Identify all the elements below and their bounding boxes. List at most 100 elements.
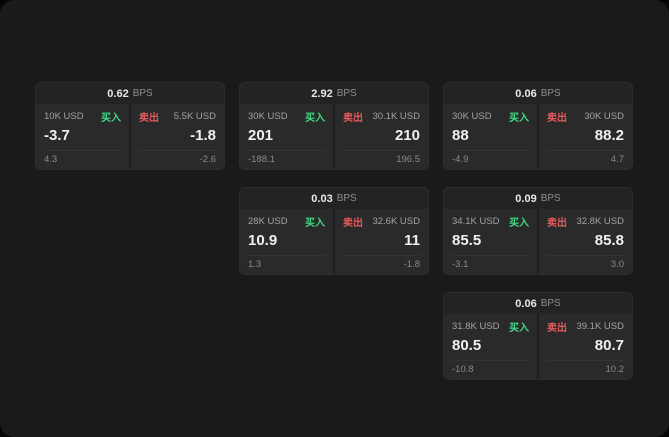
sell-price: 210 bbox=[394, 127, 420, 144]
buy-price: 85.5 bbox=[452, 232, 482, 249]
buy-delta: -3.1 bbox=[452, 255, 529, 270]
sell-side-label[interactable]: 卖出 bbox=[343, 218, 363, 229]
sell-price: 85.8 bbox=[594, 232, 624, 249]
buy-panel-top: 30K USD 买入 bbox=[452, 109, 529, 124]
buy-side-label[interactable]: 买入 bbox=[305, 113, 325, 124]
sell-side-label[interactable]: 卖出 bbox=[547, 113, 567, 124]
sell-panel-top: 卖出 39.1K USD bbox=[547, 319, 624, 334]
bps-header: 0.62 BPS bbox=[36, 83, 224, 104]
sell-panel[interactable]: 卖出 39.1K USD 80.7 10.2 bbox=[539, 314, 632, 379]
quote-card: 2.92 BPS 30K USD 买入 201 -188.1 卖出 30.1K … bbox=[239, 82, 429, 170]
sell-panel[interactable]: 卖出 32.8K USD 85.8 3.0 bbox=[539, 209, 632, 274]
bps-value: 0.62 bbox=[107, 87, 129, 100]
buy-panel-top: 28K USD 买入 bbox=[248, 214, 325, 229]
sell-delta: -1.8 bbox=[343, 255, 420, 270]
quote-card-body: 10K USD 买入 -3.7 4.3 卖出 5.5K USD -1.8 -2.… bbox=[36, 104, 224, 169]
buy-side-label[interactable]: 买入 bbox=[509, 323, 529, 334]
quote-card-body: 31.8K USD 买入 80.5 -10.8 卖出 39.1K USD 80.… bbox=[444, 314, 632, 379]
bps-value: 0.03 bbox=[311, 192, 333, 205]
quote-card: 0.06 BPS 30K USD 买入 88 -4.9 卖出 30K USD 8… bbox=[443, 82, 633, 170]
sell-panel-top: 卖出 30K USD bbox=[547, 109, 624, 124]
quote-card-body: 30K USD 买入 201 -188.1 卖出 30.1K USD 210 1… bbox=[240, 104, 428, 169]
buy-side-label[interactable]: 买入 bbox=[509, 113, 529, 124]
sell-amount: 5.5K USD bbox=[173, 111, 216, 122]
bps-unit: BPS bbox=[540, 193, 561, 204]
bps-unit: BPS bbox=[540, 298, 561, 309]
sell-panel[interactable]: 卖出 32.6K USD 11 -1.8 bbox=[335, 209, 428, 274]
bps-unit: BPS bbox=[336, 193, 357, 204]
buy-amount: 10K USD bbox=[44, 111, 84, 122]
sell-amount: 32.8K USD bbox=[576, 216, 624, 227]
sell-panel-top: 卖出 32.8K USD bbox=[547, 214, 624, 229]
buy-side-label[interactable]: 买入 bbox=[305, 218, 325, 229]
bps-value: 0.09 bbox=[515, 192, 537, 205]
sell-panel[interactable]: 卖出 30K USD 88.2 4.7 bbox=[539, 104, 632, 169]
buy-delta: -188.1 bbox=[248, 150, 325, 165]
buy-amount: 30K USD bbox=[248, 111, 288, 122]
quote-card: 0.09 BPS 34.1K USD 买入 85.5 -3.1 卖出 32.8K… bbox=[443, 187, 633, 275]
sell-panel[interactable]: 卖出 5.5K USD -1.8 -2.6 bbox=[131, 104, 224, 169]
buy-delta: -4.9 bbox=[452, 150, 529, 165]
sell-amount: 32.6K USD bbox=[372, 216, 420, 227]
buy-panel-top: 34.1K USD 买入 bbox=[452, 214, 529, 229]
buy-panel[interactable]: 10K USD 买入 -3.7 4.3 bbox=[36, 104, 129, 169]
bps-value: 0.06 bbox=[515, 87, 537, 100]
buy-price: 201 bbox=[248, 127, 274, 144]
bps-unit: BPS bbox=[336, 88, 357, 99]
sell-panel-top: 卖出 30.1K USD bbox=[343, 109, 420, 124]
bps-unit: BPS bbox=[132, 88, 153, 99]
sell-side-label[interactable]: 卖出 bbox=[139, 113, 159, 124]
sell-amount: 39.1K USD bbox=[576, 321, 624, 332]
bps-header: 0.03 BPS bbox=[240, 188, 428, 209]
buy-delta: 1.3 bbox=[248, 255, 325, 270]
buy-panel-top: 10K USD 买入 bbox=[44, 109, 121, 124]
quote-card: 0.62 BPS 10K USD 买入 -3.7 4.3 卖出 5.5K USD… bbox=[35, 82, 225, 170]
sell-delta: 10.2 bbox=[547, 360, 624, 375]
sell-amount: 30K USD bbox=[584, 111, 624, 122]
buy-panel[interactable]: 30K USD 买入 201 -188.1 bbox=[240, 104, 333, 169]
sell-panel-top: 卖出 5.5K USD bbox=[139, 109, 216, 124]
buy-side-label[interactable]: 买入 bbox=[509, 218, 529, 229]
buy-panel[interactable]: 30K USD 买入 88 -4.9 bbox=[444, 104, 537, 169]
sell-price: 80.7 bbox=[594, 337, 624, 354]
buy-panel-top: 30K USD 买入 bbox=[248, 109, 325, 124]
buy-delta: 4.3 bbox=[44, 150, 121, 165]
buy-amount: 34.1K USD bbox=[452, 216, 500, 227]
quote-card-body: 28K USD 买入 10.9 1.3 卖出 32.6K USD 11 -1.8 bbox=[240, 209, 428, 274]
sell-side-label[interactable]: 卖出 bbox=[547, 218, 567, 229]
sell-price: 88.2 bbox=[594, 127, 624, 144]
sell-panel[interactable]: 卖出 30.1K USD 210 196.5 bbox=[335, 104, 428, 169]
sell-amount: 30.1K USD bbox=[372, 111, 420, 122]
sell-delta: -2.6 bbox=[139, 150, 216, 165]
buy-price: 10.9 bbox=[248, 232, 278, 249]
bps-header: 0.06 BPS bbox=[444, 83, 632, 104]
quote-card-body: 30K USD 买入 88 -4.9 卖出 30K USD 88.2 4.7 bbox=[444, 104, 632, 169]
sell-delta: 196.5 bbox=[343, 150, 420, 165]
quote-card: 0.03 BPS 28K USD 买入 10.9 1.3 卖出 32.6K US… bbox=[239, 187, 429, 275]
sell-side-label[interactable]: 卖出 bbox=[547, 323, 567, 334]
buy-price: 88 bbox=[452, 127, 469, 144]
buy-price: -3.7 bbox=[44, 127, 70, 144]
bps-unit: BPS bbox=[540, 88, 561, 99]
cards-grid: 0.62 BPS 10K USD 买入 -3.7 4.3 卖出 5.5K USD… bbox=[35, 82, 633, 380]
sell-price: -1.8 bbox=[190, 127, 216, 144]
buy-price: 80.5 bbox=[452, 337, 482, 354]
quote-card-body: 34.1K USD 买入 85.5 -3.1 卖出 32.8K USD 85.8… bbox=[444, 209, 632, 274]
buy-delta: -10.8 bbox=[452, 360, 529, 375]
bps-value: 0.06 bbox=[515, 297, 537, 310]
sell-side-label[interactable]: 卖出 bbox=[343, 113, 363, 124]
buy-panel[interactable]: 28K USD 买入 10.9 1.3 bbox=[240, 209, 333, 274]
buy-panel[interactable]: 34.1K USD 买入 85.5 -3.1 bbox=[444, 209, 537, 274]
bps-header: 0.06 BPS bbox=[444, 293, 632, 314]
buy-panel[interactable]: 31.8K USD 买入 80.5 -10.8 bbox=[444, 314, 537, 379]
bps-header: 0.09 BPS bbox=[444, 188, 632, 209]
buy-amount: 28K USD bbox=[248, 216, 288, 227]
buy-panel-top: 31.8K USD 买入 bbox=[452, 319, 529, 334]
bps-header: 2.92 BPS bbox=[240, 83, 428, 104]
buy-side-label[interactable]: 买入 bbox=[101, 113, 121, 124]
buy-amount: 31.8K USD bbox=[452, 321, 500, 332]
quote-card: 0.06 BPS 31.8K USD 买入 80.5 -10.8 卖出 39.1… bbox=[443, 292, 633, 380]
buy-amount: 30K USD bbox=[452, 111, 492, 122]
sell-delta: 4.7 bbox=[547, 150, 624, 165]
